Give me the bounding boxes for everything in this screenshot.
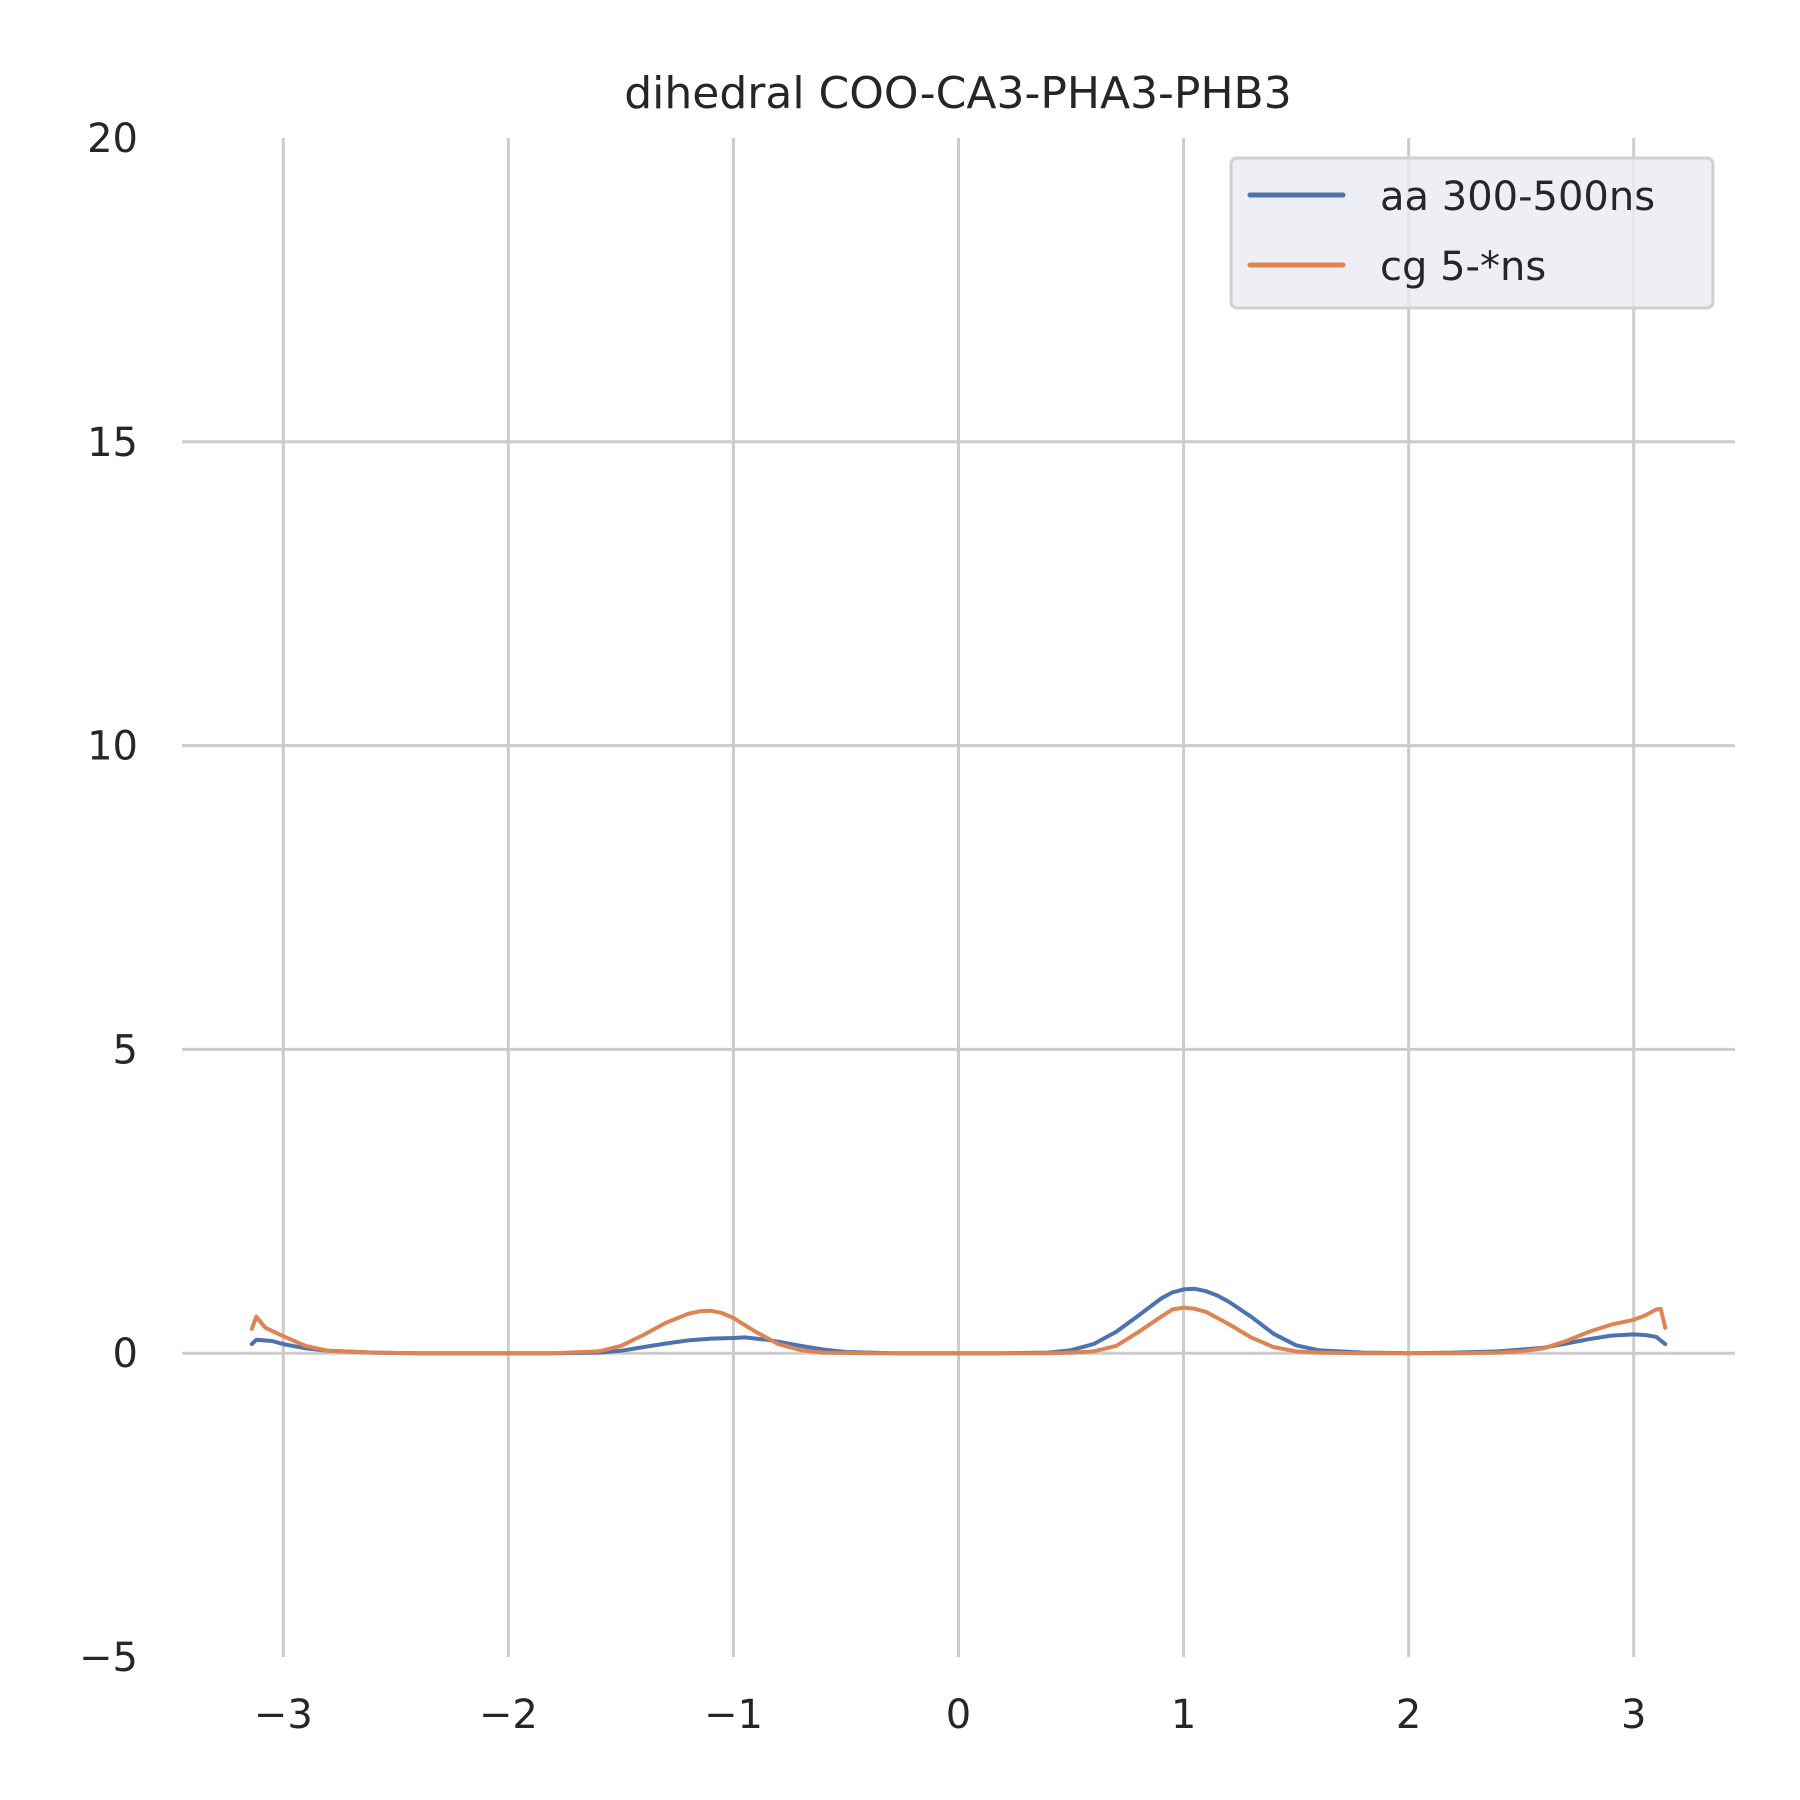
x-tick-label: −1 <box>704 1692 763 1738</box>
x-tick-label: 2 <box>1396 1692 1421 1738</box>
chart-title: dihedral COO-CA3-PHA3-PHB3 <box>624 68 1291 119</box>
y-tick-label: 0 <box>113 1331 138 1377</box>
x-tick-label: 0 <box>946 1692 971 1738</box>
x-tick-label: 1 <box>1171 1692 1196 1738</box>
y-axis: −5 0 5 10 15 20 <box>79 116 138 1681</box>
series-lines <box>249 1286 1668 1356</box>
x-tick-label: −2 <box>479 1692 538 1738</box>
y-tick-label: 15 <box>87 420 138 466</box>
y-tick-label: 10 <box>87 724 138 770</box>
y-tick-label: 5 <box>113 1027 138 1073</box>
legend-label-cg: cg 5-*ns <box>1380 244 1546 290</box>
y-tick-label: 20 <box>87 116 138 162</box>
x-tick-label: 3 <box>1621 1692 1646 1738</box>
x-axis: −3 −2 −1 0 1 2 3 <box>254 1692 1647 1738</box>
legend-box <box>1229 156 1715 310</box>
series-line-cg <box>249 1305 1668 1356</box>
x-tick-label: −3 <box>254 1692 313 1738</box>
grid <box>182 138 1735 1657</box>
y-tick-label: −5 <box>79 1635 138 1681</box>
legend: aa 300-500ns cg 5-*ns <box>1229 156 1715 310</box>
legend-label-aa: aa 300-500ns <box>1380 174 1655 220</box>
